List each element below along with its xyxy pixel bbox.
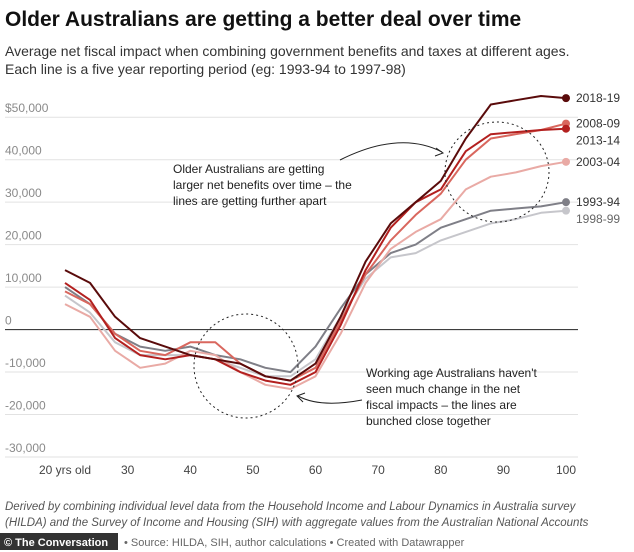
arrowhead: [434, 147, 445, 157]
source: • Source: HILDA, SIH, author calculation…: [124, 537, 465, 549]
y-tick-label: 10,000: [5, 271, 42, 285]
end-dot: [562, 94, 570, 103]
chart-title: Older Australians are getting a better d…: [5, 8, 521, 31]
annotation-line: bunched close together: [366, 414, 491, 428]
x-tick-label: 60: [309, 463, 323, 477]
logo-box: [0, 533, 118, 550]
y-tick-label: -30,000: [5, 441, 46, 455]
series-line: [64, 209, 567, 378]
legend-label: 2008-09: [576, 117, 620, 131]
series-line: [64, 95, 567, 382]
highlight-circle: [444, 121, 550, 223]
y-tick-label: -10,000: [5, 356, 46, 370]
y-tick-label: $50,000: [5, 101, 49, 115]
annotation-line: fiscal impacts – the lines are: [366, 398, 517, 412]
plot-area: -30,000 -20,000 -10,000 0 10,000 20,000 30,000…: [5, 91, 620, 477]
annotation-line: Working age Australians haven't: [366, 366, 538, 380]
legend-label: 2018-19: [576, 91, 620, 105]
subtitle: Average net fiscal impact when combining…: [5, 43, 569, 59]
series-line: [64, 160, 567, 390]
legend-label: 1993-94: [576, 195, 620, 209]
legend-label: 2013-14: [576, 134, 620, 148]
series-line: [64, 201, 567, 374]
x-tick-label: 80: [434, 463, 448, 477]
annotation: Older Australians are getting larger net…: [173, 162, 538, 428]
annotation-line: Older Australians are getting: [173, 162, 324, 176]
arrowhead: [296, 392, 306, 403]
series-line: [64, 122, 567, 382]
end-dot: [562, 124, 570, 133]
subtitle: Each line is a five year reporting perio…: [5, 61, 406, 77]
y-tick-label: 40,000: [5, 144, 42, 158]
x-tick-label: 100: [556, 463, 576, 477]
series-line: [64, 127, 567, 386]
y-tick-label: 30,000: [5, 186, 42, 200]
x-tick-label: 90: [497, 463, 511, 477]
note: Derived by combining individual level da…: [5, 501, 577, 513]
logo: © The Conversation: [4, 537, 108, 549]
x-tick-label: 30: [121, 463, 135, 477]
legend-label: 2003-04: [576, 155, 620, 169]
end-dot: [562, 206, 570, 215]
end-dot: [562, 157, 570, 166]
highlight-circle: [193, 313, 299, 419]
y-tick-label: 0: [5, 314, 12, 328]
x-tick-label: 50: [246, 463, 260, 477]
arrow: [297, 395, 363, 404]
annotation-line: lines are getting further apart: [173, 194, 327, 208]
x-tick-label: 70: [371, 463, 385, 477]
x-tick-label: 20 yrs old: [39, 463, 91, 477]
arrow: [339, 142, 443, 161]
x-tick-label: 40: [184, 463, 198, 477]
annotation-line: seen much change in the net: [366, 382, 521, 396]
annotation-line: larger net benefits over time – the: [173, 178, 352, 192]
legend-label: 1998-99: [576, 212, 620, 226]
note: (HILDA) and the Survey of Income and Hou…: [5, 517, 589, 529]
y-tick-label: 20,000: [5, 229, 42, 243]
end-dot: [562, 198, 570, 207]
y-tick-label: -20,000: [5, 399, 46, 413]
